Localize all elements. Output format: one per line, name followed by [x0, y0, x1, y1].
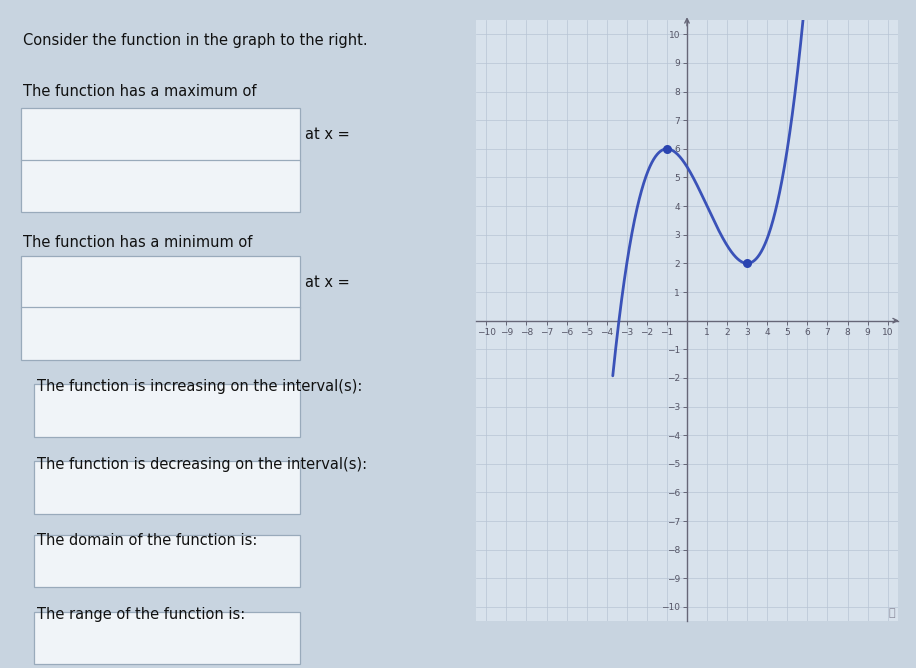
- FancyBboxPatch shape: [20, 256, 300, 309]
- Text: The function is decreasing on the interval(s):: The function is decreasing on the interv…: [37, 457, 366, 472]
- Text: at x =: at x =: [304, 127, 349, 142]
- Text: The function has a maximum of: The function has a maximum of: [23, 84, 256, 99]
- FancyBboxPatch shape: [35, 384, 300, 437]
- FancyBboxPatch shape: [35, 534, 300, 587]
- Text: The domain of the function is:: The domain of the function is:: [37, 533, 257, 548]
- Text: 🔍: 🔍: [889, 608, 895, 618]
- Text: The function is increasing on the interval(s):: The function is increasing on the interv…: [37, 379, 362, 394]
- Text: The range of the function is:: The range of the function is:: [37, 607, 245, 621]
- Text: The function has a minimum of: The function has a minimum of: [23, 234, 252, 250]
- FancyBboxPatch shape: [20, 160, 300, 212]
- FancyBboxPatch shape: [20, 307, 300, 359]
- FancyBboxPatch shape: [20, 108, 300, 161]
- FancyBboxPatch shape: [35, 461, 300, 514]
- FancyBboxPatch shape: [35, 612, 300, 664]
- Text: Consider the function in the graph to the right.: Consider the function in the graph to th…: [23, 33, 367, 47]
- Text: at x =: at x =: [304, 275, 349, 289]
